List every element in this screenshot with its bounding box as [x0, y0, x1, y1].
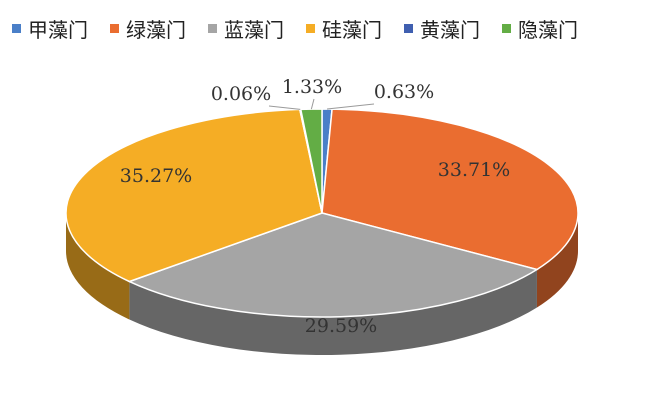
legend-swatch [404, 24, 413, 33]
data-label: 0.06% [211, 83, 271, 105]
legend-label: 黄藻门 [420, 18, 480, 42]
pie-side [536, 213, 578, 308]
legend-item: 绿藻门 [110, 14, 186, 43]
legend-item: 隐藻门 [502, 14, 578, 43]
legend-item: 甲藻门 [12, 14, 88, 43]
leader-line [268, 105, 301, 110]
legend-swatch [208, 24, 217, 33]
legend-label: 蓝藻门 [224, 18, 284, 42]
leader-line [326, 103, 375, 110]
pie-slice [65, 108, 323, 283]
pie-slice [299, 108, 323, 214]
legend-item: 硅藻门 [306, 14, 382, 43]
pie-leader-lines [268, 98, 375, 110]
legend-swatch [306, 24, 315, 33]
pie-data-labels: 0.63% 33.71% 29.59% 35.27% 0.06% 1.33% [120, 76, 510, 337]
leader-line [310, 98, 315, 110]
pie-side [129, 269, 537, 356]
legend-label: 硅藻门 [322, 18, 382, 42]
pie-slice [127, 212, 539, 318]
legend-swatch [12, 24, 21, 33]
pie-sides [65, 213, 578, 356]
chart-legend: 甲藻门 绿藻门 蓝藻门 硅藻门 黄藻门 隐藻门 [12, 14, 600, 43]
data-label: 1.33% [282, 76, 342, 98]
data-label: 29.59% [305, 315, 377, 337]
pie-side [65, 213, 130, 320]
data-label: 35.27% [120, 165, 192, 187]
pie-tops [65, 108, 579, 318]
legend-swatch [110, 24, 119, 33]
legend-item: 蓝藻门 [208, 14, 284, 43]
legend-item: 黄藻门 [404, 14, 480, 43]
legend-swatch [502, 24, 511, 33]
legend-label: 甲藻门 [28, 18, 88, 42]
legend-label: 隐藻门 [518, 18, 578, 42]
data-label: 33.71% [438, 159, 510, 181]
data-label: 0.63% [374, 81, 434, 103]
legend-label: 绿藻门 [126, 18, 186, 42]
